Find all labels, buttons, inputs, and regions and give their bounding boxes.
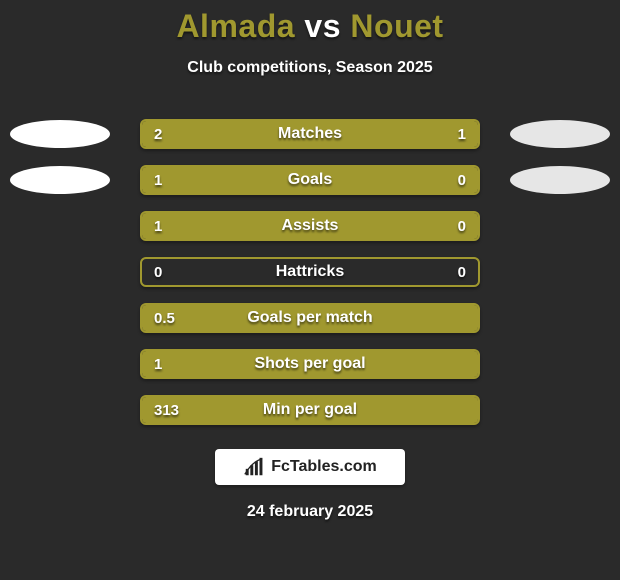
stat-bar: 10Goals [140, 165, 480, 195]
chart-bars-icon [243, 456, 265, 478]
player-marker-right [510, 166, 610, 194]
stat-bar: 0.5Goals per match [140, 303, 480, 333]
title-player1: Almada [176, 8, 295, 44]
stats-list: 21Matches 10Goals 10Assists 00Hattricks 0.5G… [0, 111, 620, 433]
stat-bar: 00Hattricks [140, 257, 480, 287]
stat-bar: 10Assists [140, 211, 480, 241]
stat-label: Goals per match [142, 305, 478, 331]
stat-label: Min per goal [142, 397, 478, 423]
subtitle: Club competitions, Season 2025 [0, 59, 620, 77]
stat-label: Goals [142, 167, 478, 193]
brand-text: FcTables.com [271, 458, 377, 476]
stat-label: Shots per goal [142, 351, 478, 377]
stat-label: Hattricks [142, 259, 478, 285]
brand-badge[interactable]: FcTables.com [215, 449, 405, 485]
player-marker-left [10, 120, 110, 148]
title-player2: Nouet [350, 8, 443, 44]
stat-label: Matches [142, 121, 478, 147]
stat-bar: 21Matches [140, 119, 480, 149]
player-marker-left [10, 166, 110, 194]
title-vs: vs [304, 8, 341, 44]
stat-row: 10Assists [0, 203, 620, 249]
page-title: Almada vs Nouet [0, 8, 620, 45]
date-text: 24 february 2025 [0, 503, 620, 521]
stat-row: 0.5Goals per match [0, 295, 620, 341]
stat-row: 00Hattricks [0, 249, 620, 295]
stat-bar: 1Shots per goal [140, 349, 480, 379]
comparison-infographic: Almada vs Nouet Club competitions, Seaso… [0, 0, 620, 580]
stat-row: 313Min per goal [0, 387, 620, 433]
stat-row: 10Goals [0, 157, 620, 203]
stat-label: Assists [142, 213, 478, 239]
stat-bar: 313Min per goal [140, 395, 480, 425]
stat-row: 1Shots per goal [0, 341, 620, 387]
player-marker-right [510, 120, 610, 148]
stat-row: 21Matches [0, 111, 620, 157]
